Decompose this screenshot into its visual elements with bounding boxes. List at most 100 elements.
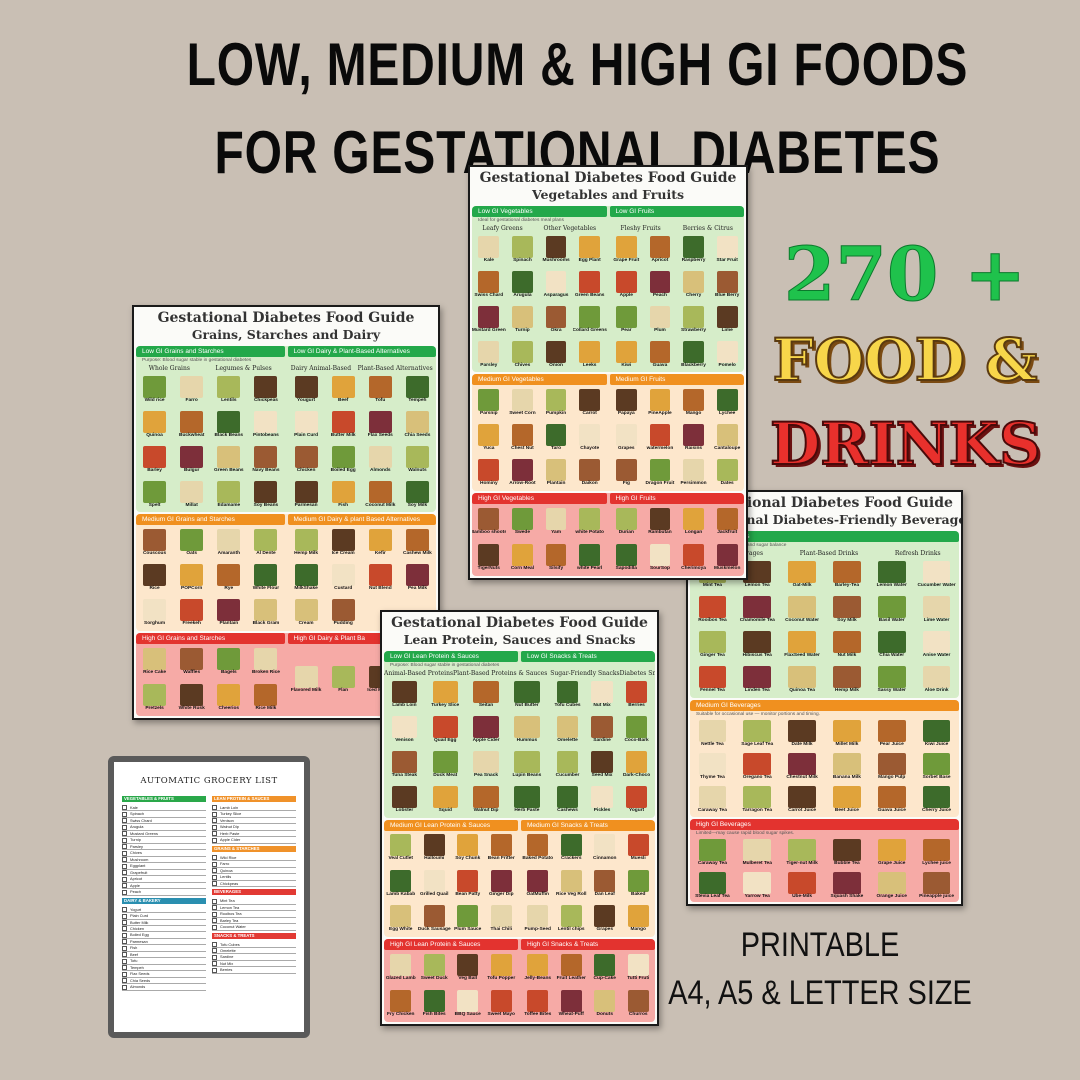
food-item: Thai Chili xyxy=(485,901,519,936)
grocery-item: Peach xyxy=(122,889,206,896)
item-grid: Grape Fruit Apricot Raspberry Star Fruit App… xyxy=(610,233,745,372)
grocery-column: LEAN PROTEIN & SAUCES Lamb Loin Turkey Sli… xyxy=(212,794,296,991)
food-label: Halloumi xyxy=(424,856,445,862)
food-item: Beef xyxy=(325,373,362,408)
food-label: Walnut Dip xyxy=(473,808,499,814)
food-image xyxy=(527,904,549,927)
subhead: Plant-Based Proteins & Sauces xyxy=(453,670,548,677)
food-image xyxy=(788,786,816,809)
food-item: Lupin Beans xyxy=(506,748,547,783)
tier-column: Papaya PineApple Mango Lychee Grapes watermel… xyxy=(610,385,745,490)
food-image xyxy=(649,271,671,294)
food-label: Quail Egg xyxy=(434,738,457,744)
food-image xyxy=(390,834,412,857)
food-item: Arugula xyxy=(506,268,540,303)
food-image xyxy=(833,596,861,619)
subhead: Animal-Based Proteins xyxy=(384,670,454,677)
food-item: Chest Nut xyxy=(506,421,540,456)
food-image xyxy=(331,564,355,587)
food-label: Papaya xyxy=(617,410,635,416)
tier-section: High GI Vegetables High GI Fruits Bamboo s… xyxy=(472,492,745,576)
sheet-title: Gestational Diabetes Food Guide xyxy=(479,170,737,186)
food-item: Muskmelon xyxy=(710,540,744,576)
subheads: Dairy Animal-Based Plant-Based Alternativ… xyxy=(288,364,437,373)
food-label: Soy Milk xyxy=(407,502,428,508)
food-image xyxy=(180,376,204,399)
food-image xyxy=(833,753,861,776)
food-item: Stevia Leaf Tea xyxy=(690,869,735,902)
subheads: Animal-Based Proteins Plant-Based Protein… xyxy=(384,669,547,678)
food-label: Caraway Tea xyxy=(697,860,727,866)
food-label: Cashew Milk xyxy=(403,550,432,556)
item-grid: Papaya PineApple Mango Lychee Grapes watermel… xyxy=(610,385,745,490)
food-image xyxy=(594,904,616,927)
tier-column: Animal-Based Proteins Plant-Based Protein… xyxy=(384,669,547,818)
tier-body: Couscous Oats Amaranth Al Dente Rice POPCorn R… xyxy=(136,525,436,630)
food-image xyxy=(579,236,601,259)
header-row: Medium GI Lean Protein & Sauces Medium GI… xyxy=(384,819,655,831)
food-item: Tiger-nut Milk xyxy=(780,837,825,870)
food-item: White Rusk xyxy=(173,680,210,716)
food-label: Chia Seeds xyxy=(404,433,431,439)
item-grid: Durian Rambutan Longan Jackfruit Sapodilla So… xyxy=(610,504,745,576)
food-label: Grape Juice xyxy=(878,860,906,866)
food-item: Baked Potato xyxy=(521,831,555,866)
food-image xyxy=(591,716,613,739)
grocery-columns: VEGETABLES & FRUITS Kale Spinach Swiss Char… xyxy=(122,794,296,991)
food-item: Navy Beans xyxy=(247,443,284,478)
food-item: Nut Blend xyxy=(362,561,399,596)
food-label: Pumpkin xyxy=(545,410,567,416)
food-item: Guava Juice xyxy=(869,784,914,817)
food-image xyxy=(478,543,500,566)
food-item: Muesli xyxy=(622,831,656,866)
food-label: Wild rice xyxy=(144,398,165,404)
food-label: Chest Nut xyxy=(511,446,534,452)
food-item: Sage Leaf Tea xyxy=(735,718,780,751)
tier-column: Leafy Greens Other Vegetables Kale Spinach M… xyxy=(472,224,607,372)
food-image xyxy=(877,786,906,809)
food-item: Dragon Fruit xyxy=(643,456,677,491)
food-label: Durian xyxy=(618,529,634,535)
food-image xyxy=(579,459,601,482)
food-item: Donuts xyxy=(588,986,622,1022)
food-item: Couscous xyxy=(136,525,173,560)
food-label: Dan Leaf xyxy=(594,891,615,897)
food-label: Silsify xyxy=(548,565,564,571)
food-item: Quinoa xyxy=(136,408,173,443)
sheet-body: Low GI BeveragesIdeal for daily hydratio… xyxy=(688,531,961,904)
food-label: Corn Meal xyxy=(510,565,535,571)
tier-column: Parsnip Sweet Corn Pumpkin Carrot Yuca Chest … xyxy=(472,385,607,490)
food-label: Chives xyxy=(514,362,531,368)
food-image xyxy=(490,904,512,927)
food-item: Mushrooms xyxy=(539,233,573,268)
food-label: Hemp Milk xyxy=(294,550,319,556)
food-label: Omelette xyxy=(557,738,578,744)
food-item: POPCorn xyxy=(173,561,210,596)
food-image xyxy=(922,666,951,689)
food-label: Thyme Tea xyxy=(700,775,725,781)
item-grid: Veal Cutlet Halloumi Soy Chunk Bean Fritter… xyxy=(384,831,518,937)
food-item: Spinach xyxy=(506,233,540,268)
food-item: Caraway Tea xyxy=(690,837,735,870)
grocery-item: Apple Cider xyxy=(212,837,296,844)
food-item: Squid xyxy=(425,783,466,818)
food-label: Apricot xyxy=(651,258,669,264)
food-image xyxy=(331,446,355,469)
food-image xyxy=(457,953,479,976)
food-item: Boiled Egg xyxy=(325,443,362,478)
food-image xyxy=(331,376,355,399)
food-image xyxy=(594,953,616,976)
food-item: Asparagus xyxy=(539,268,573,303)
food-item: Cantaloupe xyxy=(710,421,744,456)
food-image xyxy=(368,376,392,399)
food-item: Kefir xyxy=(362,525,399,560)
food-label: Herb Paste xyxy=(514,808,540,814)
food-label: Hummus xyxy=(516,738,538,744)
food-item: Arrow-Root xyxy=(506,456,540,491)
food-label: Oregano Tea xyxy=(742,775,772,781)
food-item: Oregano Tea xyxy=(735,751,780,784)
food-label: Broken Rice xyxy=(251,669,280,675)
food-label: Lamb Loin xyxy=(392,703,417,709)
food-label: Sorbet Base xyxy=(922,775,951,781)
food-image xyxy=(683,459,704,482)
